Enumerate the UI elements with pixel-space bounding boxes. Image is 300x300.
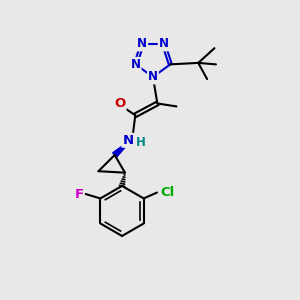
Text: Cl: Cl — [160, 186, 174, 199]
Text: N: N — [159, 38, 169, 50]
Text: F: F — [75, 188, 84, 200]
Text: N: N — [137, 38, 147, 50]
Text: O: O — [114, 97, 126, 110]
Text: N: N — [122, 134, 134, 147]
Polygon shape — [113, 139, 132, 157]
Text: N: N — [130, 58, 141, 71]
Text: N: N — [148, 70, 158, 83]
Text: H: H — [136, 136, 146, 149]
